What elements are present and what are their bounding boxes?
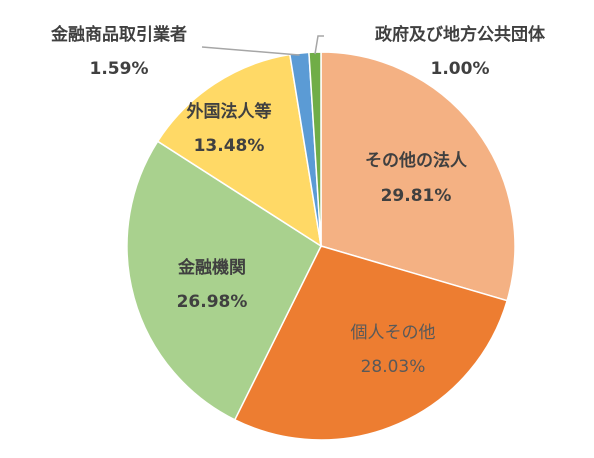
pie-slices <box>126 51 516 441</box>
pie-slice-foreign-corporations <box>156 53 323 248</box>
label-value-securities-firms: 1.59% <box>90 59 149 79</box>
slice-labels: その他の法人 29.81% 個人その他 28.03% 金融機関 26.98% 外… <box>50 24 546 377</box>
pie-slice-financial-institutions <box>126 140 322 421</box>
label-name-individuals: 個人その他 <box>351 323 436 343</box>
leader-line-government <box>314 35 324 55</box>
leader-line-securities-firms <box>201 46 300 56</box>
label-name-securities-firms: 金融商品取引業者 <box>50 24 187 45</box>
label-name-government: 政府及び地方公共団体 <box>375 24 546 45</box>
label-value-government: 1.00% <box>431 59 490 79</box>
label-value-other-corporations: 29.81% <box>381 186 452 206</box>
label-name-financial-institutions: 金融機関 <box>177 257 246 278</box>
leader-lines <box>201 35 324 56</box>
pie-slice-other-corporations <box>320 51 516 302</box>
label-value-foreign-corporations: 13.48% <box>194 136 265 156</box>
label-name-foreign-corporations: 外国法人等 <box>187 101 272 122</box>
pie-slice-individuals <box>233 245 509 441</box>
label-name-other-corporations: その他の法人 <box>365 150 468 171</box>
label-value-individuals: 28.03% <box>361 357 426 377</box>
label-value-financial-institutions: 26.98% <box>177 292 248 312</box>
